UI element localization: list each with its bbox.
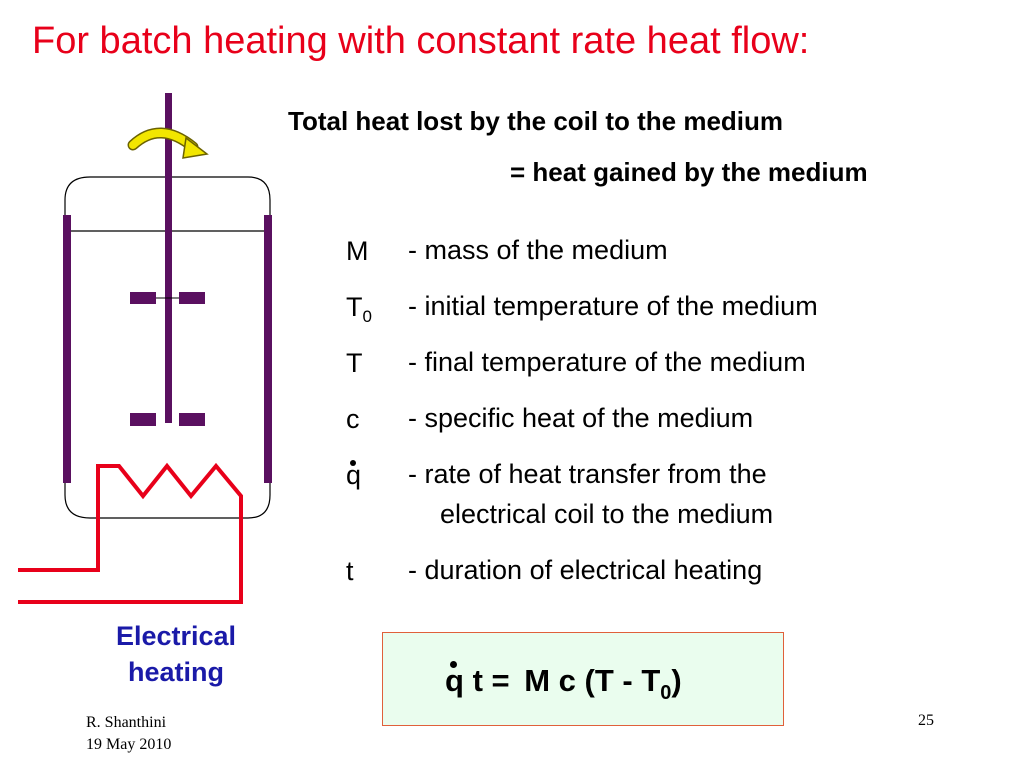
variable-description: - initial temperature of the medium — [408, 291, 818, 321]
vessel-wall-left — [63, 215, 71, 483]
variable-description: - final temperature of the medium — [408, 347, 806, 377]
vessel-wall-right — [264, 215, 272, 483]
page-number: 25 — [918, 712, 934, 729]
subtitle-line-1: Total heat lost by the coil to the mediu… — [288, 106, 784, 136]
impeller-blade — [130, 413, 156, 426]
variable-description: - specific heat of the medium — [408, 403, 754, 433]
variable-symbol: T — [346, 348, 363, 378]
variable-description: - mass of the medium — [408, 235, 668, 265]
vessel-outline — [64, 176, 271, 519]
variable-symbol: t — [346, 556, 354, 586]
variable-symbol: M — [346, 236, 369, 266]
footer-date: 19 May 2010 — [86, 736, 172, 753]
impeller-blade — [179, 292, 205, 304]
slide-title: For batch heating with constant rate hea… — [32, 20, 810, 62]
equation-box: q t = M c (T - T0) — [382, 632, 784, 726]
impeller-blade — [179, 413, 205, 426]
footer-author: R. Shanthini — [86, 714, 167, 731]
heat-balance-equation: q t = M c (T - T0) — [445, 661, 682, 704]
heating-coil — [18, 462, 243, 604]
variable-symbol: q — [346, 460, 362, 490]
subtitle-line-2: = heat gained by the medium — [510, 157, 868, 187]
footer-author-date: R. Shanthini 19 May 2010 — [86, 712, 171, 756]
impeller-blade — [130, 292, 156, 304]
caption-line-1: Electrical — [115, 621, 237, 651]
variable-description: - duration of electrical heating — [408, 555, 763, 585]
variable-symbol: T0 — [346, 292, 372, 326]
diagram-caption: Electrical heating — [86, 618, 266, 690]
batch-heating-diagram — [18, 93, 272, 604]
rotation-arrow-icon — [127, 127, 209, 159]
caption-line-2: heating — [127, 657, 224, 687]
variable-description: - rate of heat transfer from the electri… — [408, 459, 774, 529]
variable-symbol: c — [346, 404, 360, 434]
agitator-shaft — [165, 93, 172, 423]
